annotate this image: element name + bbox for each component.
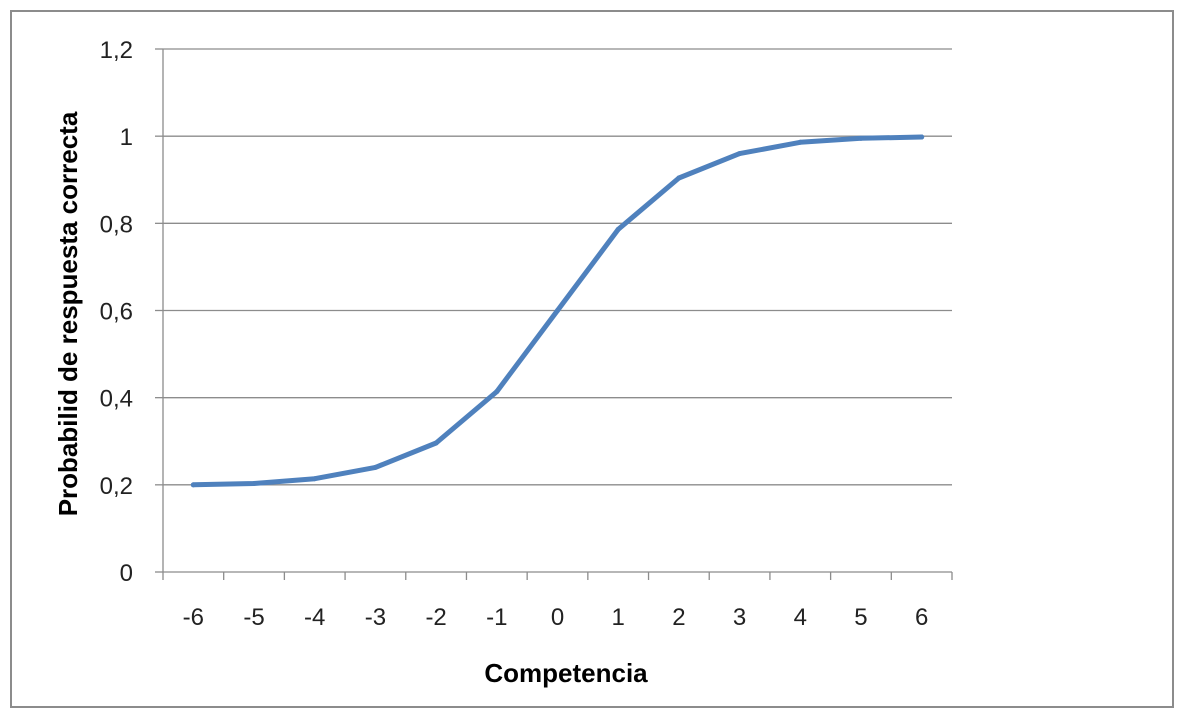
x-tick-label: 1 bbox=[612, 604, 625, 631]
y-tick-label: 0,4 bbox=[100, 386, 133, 413]
data-point bbox=[737, 151, 743, 157]
data-point bbox=[797, 139, 803, 145]
y-tick-label: 1 bbox=[120, 124, 133, 151]
x-tick-label: 5 bbox=[854, 604, 867, 631]
data-point bbox=[555, 308, 560, 313]
y-tick-label: 1,2 bbox=[100, 37, 133, 64]
data-point bbox=[494, 389, 500, 395]
data-point bbox=[312, 476, 318, 482]
gridlines bbox=[163, 48, 952, 486]
axes bbox=[155, 48, 953, 580]
data-point bbox=[372, 464, 378, 470]
y-tick-label: 0,2 bbox=[100, 473, 133, 500]
y-axis-title: Probabilid de respuesta correcta bbox=[53, 111, 83, 516]
series-layer bbox=[190, 134, 925, 488]
y-tick-label: 0,8 bbox=[100, 211, 133, 238]
x-tick-label: -6 bbox=[183, 604, 204, 631]
x-tick-label: 2 bbox=[672, 604, 685, 631]
data-point bbox=[251, 481, 257, 487]
data-point bbox=[858, 135, 864, 141]
x-tick-label: 3 bbox=[733, 604, 746, 631]
x-tick-label: -2 bbox=[425, 604, 446, 631]
data-point bbox=[615, 226, 621, 232]
chart-frame bbox=[10, 10, 1174, 708]
x-tick-label: 4 bbox=[794, 604, 807, 631]
data-point bbox=[433, 440, 439, 446]
x-tick-label: -3 bbox=[365, 604, 386, 631]
x-tick-label: -5 bbox=[243, 604, 264, 631]
x-axis-title: Competencia bbox=[484, 658, 648, 688]
y-tick-label: 0 bbox=[120, 560, 133, 587]
data-point bbox=[919, 134, 925, 140]
x-tick-label: 0 bbox=[551, 604, 564, 631]
y-tick-label: 0,6 bbox=[100, 299, 133, 326]
x-tick-label: -1 bbox=[486, 604, 507, 631]
data-point bbox=[676, 175, 682, 181]
data-point bbox=[190, 482, 196, 488]
x-tick-label: -4 bbox=[304, 604, 325, 631]
x-tick-label: 6 bbox=[915, 604, 928, 631]
tick-labels: 0 0,2 0,4 0,6 0,8 1 1,2 -6 -5 -4 -3 -2 -1 0 1 2 3 4 5 6 bbox=[100, 37, 929, 631]
